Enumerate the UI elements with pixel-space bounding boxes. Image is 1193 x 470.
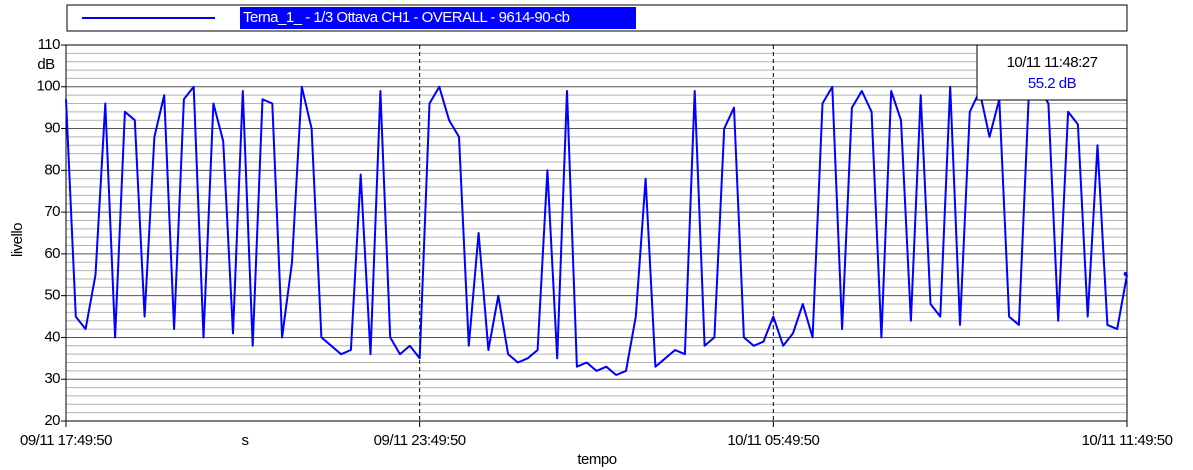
data-line bbox=[65, 85, 1128, 376]
y-tick-label: 80 bbox=[44, 161, 60, 178]
x-tick-label: 09/11 17:49:50 bbox=[20, 432, 112, 449]
x-axis-label: tempo bbox=[577, 451, 616, 468]
y-tick-label: 40 bbox=[44, 328, 60, 345]
cursor-value: 55.2 dB bbox=[1028, 75, 1077, 92]
legend-highlight bbox=[240, 7, 636, 29]
x-tick-label: 09/11 23:49:50 bbox=[374, 432, 466, 449]
y-unit: dB bbox=[37, 56, 55, 73]
y-tick-label: 110 bbox=[38, 36, 61, 53]
y-tick-label: 100 bbox=[36, 78, 60, 95]
cursor-point bbox=[1123, 271, 1128, 276]
x-tick-label: 10/11 05:49:50 bbox=[727, 432, 819, 449]
x-tick-label: 10/11 11:49:50 bbox=[1082, 432, 1173, 449]
x-unit: s bbox=[242, 432, 249, 449]
y-tick-label: 90 bbox=[44, 120, 60, 137]
plot-frame bbox=[65, 44, 1128, 422]
legend-label: Terna_1_ - 1/3 Ottava CH1 - OVERALL - 96… bbox=[243, 9, 570, 26]
y-tick-label: 30 bbox=[44, 370, 60, 387]
y-tick-label: 70 bbox=[44, 203, 60, 220]
y-axis-label: livello bbox=[9, 223, 26, 257]
y-tick-label: 60 bbox=[44, 245, 60, 262]
cursor-time: 10/11 11:48:27 bbox=[1007, 54, 1098, 71]
cursor-box bbox=[976, 44, 1128, 101]
y-tick-label: 50 bbox=[44, 287, 60, 304]
y-tick-label: 20 bbox=[44, 412, 60, 429]
